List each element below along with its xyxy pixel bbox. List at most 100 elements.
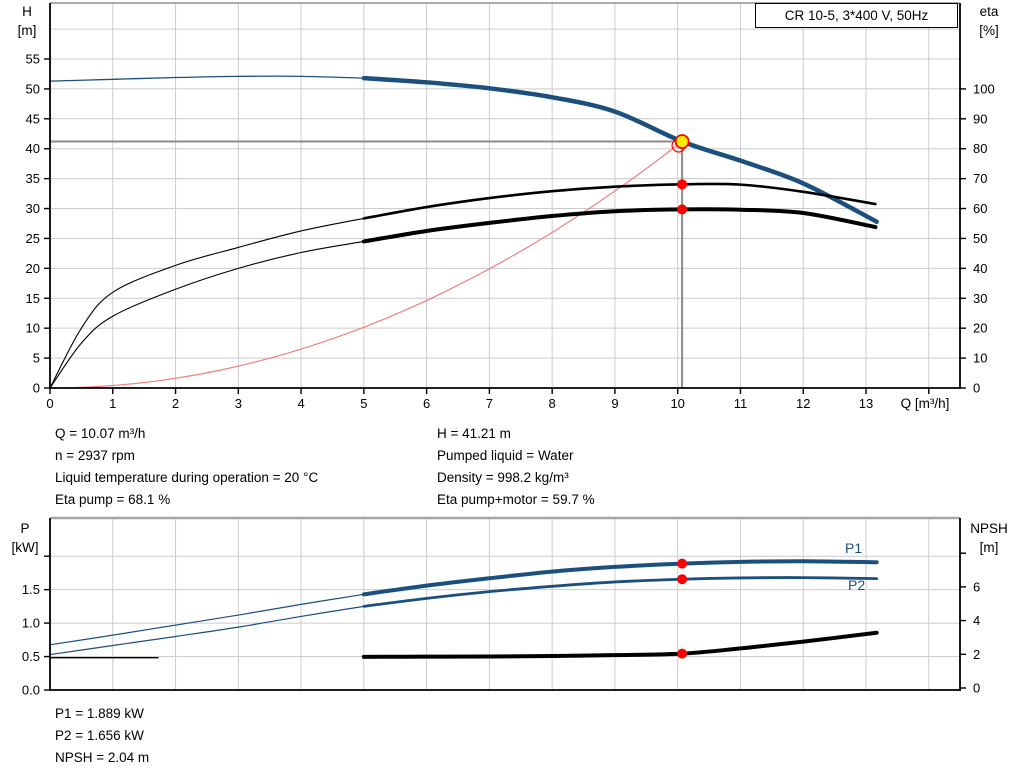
- eta-axis-title: eta [%]: [969, 2, 1009, 40]
- npsh-axis-title: NPSH [m]: [966, 519, 1012, 557]
- left-tick-label: 5: [33, 351, 40, 366]
- left-tick-label: 25: [26, 231, 40, 246]
- eta-axis-title-unit: [%]: [979, 23, 999, 38]
- p1-curve-label: P1: [845, 540, 863, 556]
- chart-title: CR 10-5, 3*400 V, 50Hz: [784, 8, 929, 23]
- x-tick-label: 5: [360, 396, 367, 411]
- left-tick-label: 10: [26, 321, 40, 336]
- eta-axis-title-symbol: eta: [979, 4, 999, 19]
- p2-point: [677, 574, 688, 585]
- right-tick-label: 0: [973, 381, 980, 396]
- left-tick-label: 55: [26, 51, 40, 66]
- result-speed: n = 2937 rpm: [55, 448, 135, 463]
- right-tick-label: 40: [973, 261, 987, 276]
- result-density: Density = 998.2 kg/m³: [437, 470, 569, 485]
- left-tick-label: 0.0: [22, 683, 40, 698]
- result-npsh: NPSH = 2.04 m: [55, 750, 150, 765]
- markers: [671, 134, 690, 215]
- x-tick-label: 10: [670, 396, 684, 411]
- eta-pump-point: [677, 179, 688, 190]
- left-tick-label: 0: [33, 381, 40, 396]
- hq-eta-chart: 0510152025303540455055010203040506070809…: [26, 2, 995, 411]
- right-tick-label: 6: [973, 579, 980, 594]
- eta-pump-curve-thick: [362, 182, 877, 220]
- x-tick-label: 9: [611, 396, 618, 411]
- result-eta-pump-motor: Eta pump+motor = 59.7 %: [437, 492, 595, 507]
- x-tick-label: 7: [486, 396, 493, 411]
- left-tick-label: 1.0: [22, 616, 40, 631]
- right-tick-label: 70: [973, 171, 987, 186]
- npsh-point: [677, 648, 688, 659]
- results-top-right-column: H = 41.21 m Pumped liquid = Water Densit…: [437, 423, 595, 511]
- result-eta-pump: Eta pump = 68.1 %: [55, 492, 171, 507]
- x-tick-label: 1: [109, 396, 116, 411]
- p2-curve-thick: [362, 576, 879, 608]
- left-tick-label: 50: [26, 81, 40, 96]
- left-tick-label: 15: [26, 291, 40, 306]
- q-axis-title: Q [m³/h]: [900, 396, 950, 411]
- p-axis-title-symbol: P: [20, 521, 30, 536]
- right-tick-label: 80: [973, 141, 987, 156]
- chart-title-box: CR 10-5, 3*400 V, 50Hz: [755, 3, 958, 28]
- p1-point: [677, 558, 688, 569]
- axes: 0510152025303540455055010203040506070809…: [26, 3, 995, 411]
- duty-curve-curve: [49, 141, 683, 389]
- npsh-axis-title-symbol: NPSH: [970, 521, 1008, 536]
- right-tick-label: 100: [973, 81, 995, 96]
- left-tick-label: 35: [26, 171, 40, 186]
- eta-pump-motor-curve-thick: [361, 207, 878, 244]
- left-tick-label: 20: [26, 261, 40, 276]
- npsh-curve-thick: [361, 630, 879, 659]
- left-tick-label: 30: [26, 201, 40, 216]
- gridlines: [50, 516, 960, 690]
- x-tick-label: 8: [549, 396, 556, 411]
- right-tick-label: 10: [973, 351, 987, 366]
- x-tick-label: 6: [423, 396, 430, 411]
- p2-curve-thin: [49, 605, 365, 656]
- eta-pump-curve-thin: [49, 217, 365, 389]
- left-tick-label: 45: [26, 111, 40, 126]
- results-bottom-column: P1 = 1.889 kW P2 = 1.656 kW NPSH = 2.04 …: [55, 703, 149, 769]
- p1-curve-thin: [49, 593, 365, 646]
- right-tick-label: 60: [973, 201, 987, 216]
- result-head: H = 41.21 m: [437, 426, 511, 441]
- duty-point: [674, 134, 690, 149]
- h-axis-title-unit: [m]: [17, 23, 37, 38]
- x-tick-label: 12: [796, 396, 810, 411]
- npsh-axis-title-unit: [m]: [979, 540, 999, 555]
- p2-curve-label: P2: [848, 577, 866, 593]
- x-tick-label: 0: [46, 396, 53, 411]
- result-p2: P2 = 1.656 kW: [55, 728, 144, 743]
- left-tick-label: 1.5: [22, 582, 40, 597]
- markers: [677, 558, 688, 659]
- curves: [49, 75, 879, 389]
- right-tick-label: 90: [973, 111, 987, 126]
- head-curve-thin: [49, 75, 365, 82]
- eta-pump-motor-curve-thin: [49, 240, 365, 389]
- x-tick-label: 3: [235, 396, 242, 411]
- right-tick-label: 0: [973, 681, 980, 696]
- left-tick-label: 40: [26, 141, 40, 156]
- power-npsh-chart: 0.0 0.5 1.0 1.5 0 2 4 6: [22, 516, 980, 698]
- head-curve-thick: [361, 75, 879, 224]
- eta-pump-motor-point: [677, 204, 688, 215]
- gridlines: [50, 2, 960, 388]
- x-tick-label: 13: [859, 396, 873, 411]
- right-tick-label: 2: [973, 647, 980, 662]
- axes: 0.0 0.5 1.0 1.5 0 2 4 6: [22, 518, 980, 698]
- p-axis-title-unit: [kW]: [11, 540, 39, 555]
- result-pumped-liquid: Pumped liquid = Water: [437, 448, 574, 463]
- result-liquid-temperature: Liquid temperature during operation = 20…: [55, 470, 319, 485]
- h-axis-title-symbol: H: [22, 4, 32, 19]
- curves: [49, 559, 879, 659]
- h-axis-title: H [m]: [8, 2, 46, 40]
- right-tick-label: 30: [973, 291, 987, 306]
- result-q: Q = 10.07 m³/h: [55, 426, 146, 441]
- p-axis-title: P [kW]: [4, 519, 46, 557]
- p1-curve-thick: [361, 559, 879, 597]
- right-tick-label: 20: [973, 321, 987, 336]
- right-tick-label: 4: [973, 613, 980, 628]
- x-tick-label: 4: [297, 396, 304, 411]
